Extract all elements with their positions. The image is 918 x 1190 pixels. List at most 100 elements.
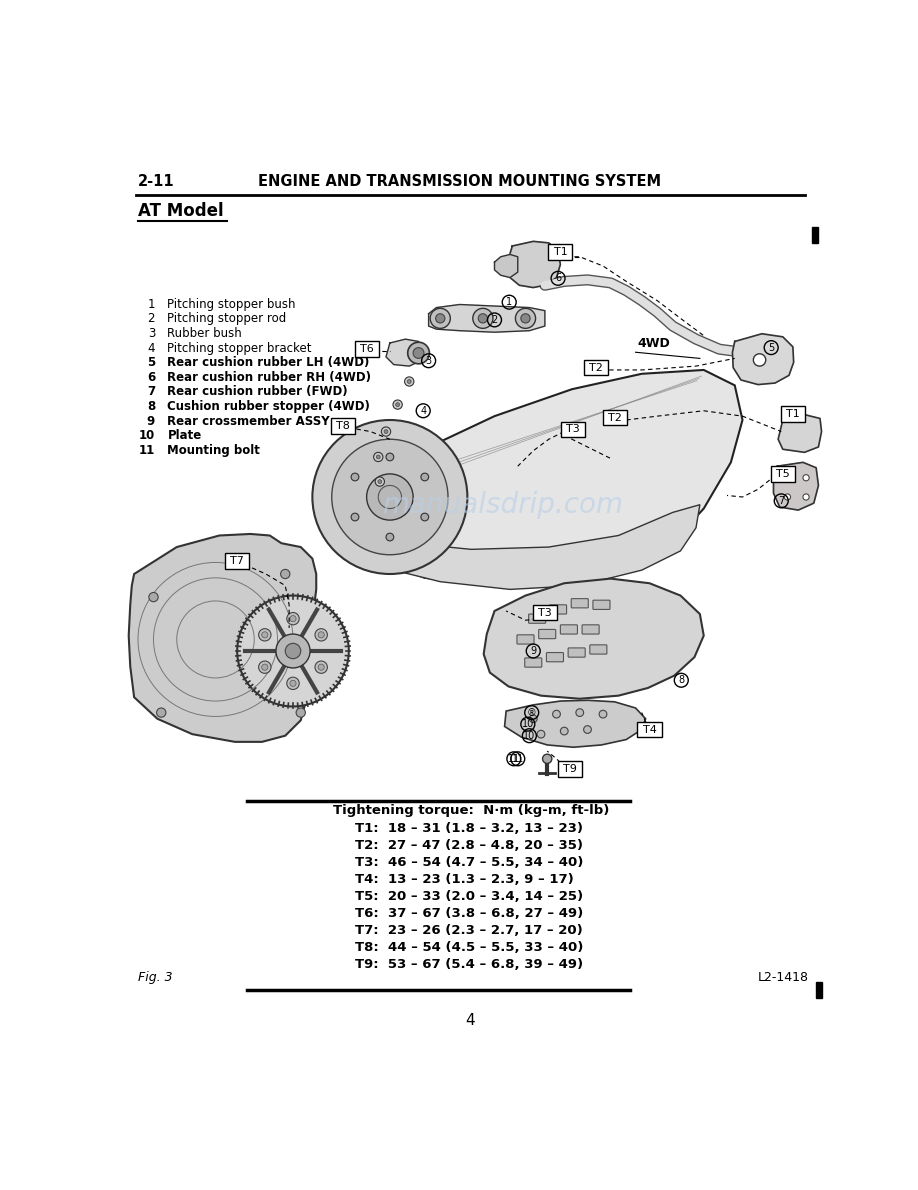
Circle shape — [473, 308, 493, 328]
Text: T3: T3 — [538, 608, 552, 618]
Circle shape — [537, 731, 545, 738]
Circle shape — [530, 715, 537, 722]
Circle shape — [599, 710, 607, 718]
Text: ®: ® — [527, 708, 537, 718]
Text: T5: T5 — [776, 469, 789, 478]
Text: 1: 1 — [148, 298, 155, 311]
Text: 2: 2 — [491, 315, 498, 325]
Polygon shape — [733, 333, 794, 384]
Circle shape — [237, 595, 349, 707]
Polygon shape — [386, 339, 423, 367]
Circle shape — [366, 474, 413, 520]
Polygon shape — [355, 501, 700, 589]
Text: 10: 10 — [521, 719, 534, 729]
Polygon shape — [505, 700, 645, 747]
Circle shape — [543, 754, 552, 764]
Polygon shape — [484, 578, 704, 699]
Circle shape — [384, 430, 388, 433]
Circle shape — [157, 708, 166, 718]
Text: 9: 9 — [531, 646, 536, 656]
Text: T1: T1 — [554, 248, 567, 257]
Text: 7: 7 — [147, 386, 155, 399]
Text: Fig. 3: Fig. 3 — [138, 971, 173, 984]
Circle shape — [281, 569, 290, 578]
Text: T1:  18 – 31 (1.8 – 3.2, 13 – 23): T1: 18 – 31 (1.8 – 3.2, 13 – 23) — [355, 822, 583, 835]
Circle shape — [319, 632, 324, 638]
Text: 2: 2 — [148, 312, 155, 325]
Text: 7: 7 — [778, 496, 784, 506]
Polygon shape — [509, 242, 560, 288]
Text: Rear cushion rubber LH (4WD): Rear cushion rubber LH (4WD) — [167, 356, 370, 369]
Text: T8: T8 — [336, 421, 350, 431]
Text: Rubber bush: Rubber bush — [167, 327, 242, 340]
Text: 2-11: 2-11 — [138, 174, 174, 189]
FancyBboxPatch shape — [525, 658, 542, 668]
FancyBboxPatch shape — [539, 630, 555, 639]
Text: 11: 11 — [508, 753, 520, 764]
Circle shape — [286, 677, 299, 689]
Text: Rear crossmember ASSY: Rear crossmember ASSY — [167, 414, 330, 427]
Circle shape — [478, 314, 487, 322]
Text: ENGINE AND TRANSMISSION MOUNTING SYSTEM: ENGINE AND TRANSMISSION MOUNTING SYSTEM — [258, 174, 661, 189]
Text: 4: 4 — [148, 342, 155, 355]
Polygon shape — [774, 463, 819, 511]
Text: T5:  20 – 33 (2.0 – 3.4, 14 – 25): T5: 20 – 33 (2.0 – 3.4, 14 – 25) — [355, 890, 583, 903]
Circle shape — [351, 513, 359, 521]
Text: T2: T2 — [609, 413, 622, 422]
Polygon shape — [343, 370, 743, 585]
Circle shape — [262, 664, 268, 670]
Polygon shape — [778, 414, 822, 452]
Circle shape — [396, 402, 399, 407]
Text: 8: 8 — [678, 675, 684, 685]
Text: T4: T4 — [643, 725, 656, 734]
Circle shape — [521, 314, 531, 322]
Text: T6:  37 – 67 (3.8 – 6.8, 27 – 49): T6: 37 – 67 (3.8 – 6.8, 27 – 49) — [355, 907, 583, 920]
Circle shape — [315, 628, 328, 641]
Text: T7: T7 — [230, 556, 244, 566]
Circle shape — [386, 533, 394, 541]
Text: 6: 6 — [555, 274, 561, 283]
Text: 10: 10 — [139, 430, 155, 443]
Circle shape — [408, 343, 430, 364]
Circle shape — [149, 593, 158, 602]
Circle shape — [420, 513, 429, 521]
Text: 8: 8 — [147, 400, 155, 413]
Circle shape — [408, 380, 411, 383]
Circle shape — [386, 453, 394, 461]
Circle shape — [431, 308, 451, 328]
Bar — [812, 227, 819, 243]
Circle shape — [351, 474, 359, 481]
Circle shape — [286, 613, 299, 625]
Text: 3: 3 — [426, 356, 431, 365]
Circle shape — [584, 726, 591, 733]
Circle shape — [420, 474, 429, 481]
Text: T4:  13 – 23 (1.3 – 2.3, 9 – 17): T4: 13 – 23 (1.3 – 2.3, 9 – 17) — [355, 872, 574, 885]
Text: 5: 5 — [147, 356, 155, 369]
Text: 1: 1 — [506, 298, 512, 307]
Text: Rear cushion rubber RH (4WD): Rear cushion rubber RH (4WD) — [167, 371, 372, 384]
Text: T7:  23 – 26 (2.3 – 2.7, 17 – 20): T7: 23 – 26 (2.3 – 2.7, 17 – 20) — [355, 923, 583, 937]
Circle shape — [413, 347, 424, 358]
Text: 11: 11 — [139, 444, 155, 457]
FancyBboxPatch shape — [781, 406, 805, 421]
Circle shape — [405, 377, 414, 386]
Text: T8:  44 – 54 (4.5 – 5.5, 33 – 40): T8: 44 – 54 (4.5 – 5.5, 33 – 40) — [355, 940, 583, 953]
Text: Rear cushion rubber (FWD): Rear cushion rubber (FWD) — [167, 386, 348, 399]
FancyBboxPatch shape — [550, 605, 566, 614]
Circle shape — [376, 455, 380, 459]
Circle shape — [576, 709, 584, 716]
FancyBboxPatch shape — [584, 359, 608, 375]
Circle shape — [312, 420, 467, 574]
FancyBboxPatch shape — [532, 605, 557, 620]
Circle shape — [560, 727, 568, 735]
Text: 6: 6 — [147, 371, 155, 384]
Polygon shape — [495, 255, 518, 277]
FancyBboxPatch shape — [568, 647, 585, 657]
Text: 4WD: 4WD — [638, 337, 671, 350]
Circle shape — [290, 681, 297, 687]
Circle shape — [276, 634, 310, 668]
Text: T3: T3 — [565, 425, 579, 434]
FancyBboxPatch shape — [560, 625, 577, 634]
FancyBboxPatch shape — [546, 652, 564, 662]
Circle shape — [285, 644, 301, 659]
